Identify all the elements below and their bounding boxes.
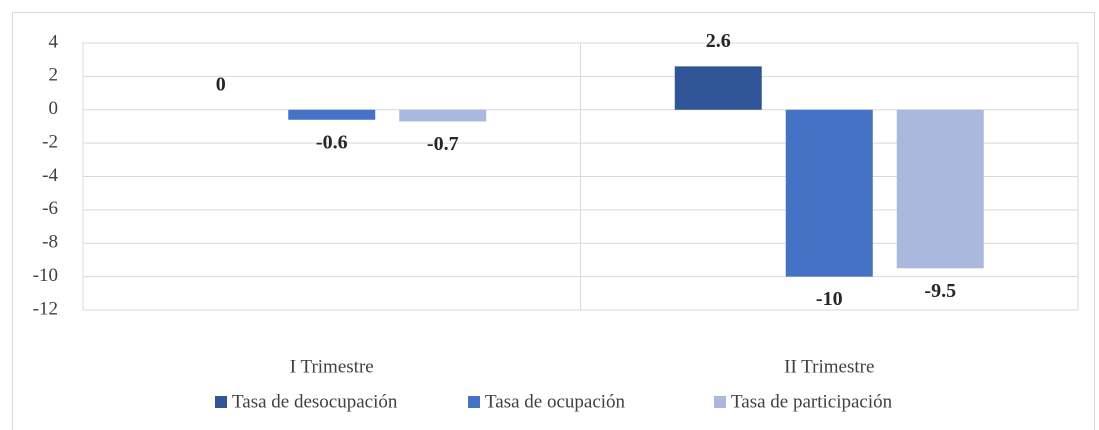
chart-border xyxy=(12,12,1095,430)
y-tick-label: -8 xyxy=(42,232,58,253)
value-label: -0.7 xyxy=(427,133,459,155)
y-tick-label: -10 xyxy=(33,265,58,286)
value-label: -0.6 xyxy=(316,131,348,153)
legend-label: Tasa de participación xyxy=(731,391,893,412)
x-tick-label: II Trimestre xyxy=(784,356,874,377)
value-label: 2.6 xyxy=(706,30,731,52)
legend-swatch xyxy=(468,396,480,408)
legend-label: Tasa de ocupación xyxy=(485,391,626,412)
bar xyxy=(785,109,873,277)
y-tick-label: -12 xyxy=(33,298,58,319)
value-label: 0 xyxy=(216,73,226,95)
bar xyxy=(674,66,762,110)
y-tick-label: -4 xyxy=(42,165,58,186)
value-label: -9.5 xyxy=(924,280,956,302)
y-tick-label: -2 xyxy=(42,131,58,152)
bar xyxy=(399,109,487,122)
y-tick-label: 4 xyxy=(49,31,59,52)
legend-swatch xyxy=(215,396,227,408)
y-tick-label: -6 xyxy=(42,198,58,219)
value-label: -10 xyxy=(816,288,843,310)
legend-label: Tasa de desocupación xyxy=(232,391,398,412)
x-tick-label: I Trimestre xyxy=(290,356,374,377)
y-tick-label: 2 xyxy=(49,65,59,86)
bar xyxy=(896,109,984,269)
legend-swatch xyxy=(714,396,726,408)
y-tick-label: 0 xyxy=(49,98,59,119)
bar xyxy=(288,109,376,120)
